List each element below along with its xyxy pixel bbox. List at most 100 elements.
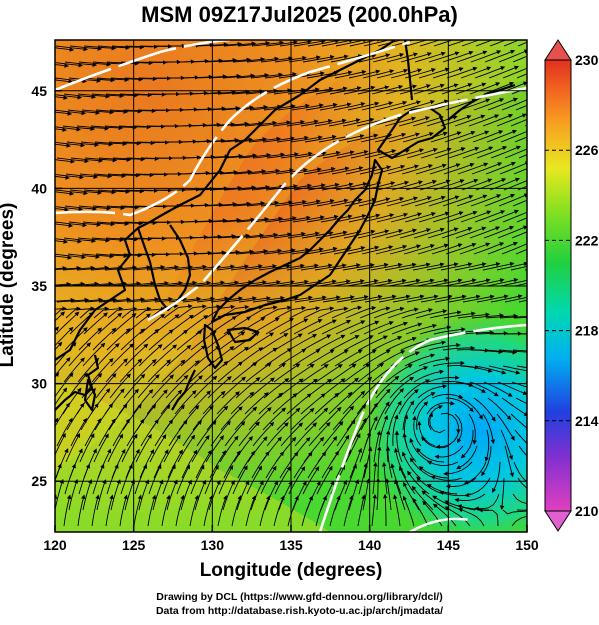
streamline [371,228,404,239]
streamline [69,189,103,195]
streamline [55,281,72,287]
streamline [332,279,365,287]
streamline [418,466,449,479]
contour-nw [55,40,231,92]
streamline [416,401,429,431]
streamline [81,109,115,115]
streamline [221,105,255,111]
streamline [490,294,523,303]
streamline [402,451,421,479]
streamline [247,436,268,463]
streamline [432,503,457,527]
streamline [474,66,506,79]
streamline [434,445,464,460]
streamline [64,61,98,68]
streamline [499,315,527,319]
streamline [454,114,486,127]
streamline [388,132,421,143]
streamline [174,389,197,415]
streamline [403,379,431,399]
streamline [153,314,180,335]
streamline [378,294,411,303]
streamline [385,364,413,383]
streamline [294,295,327,303]
streamline [472,130,504,143]
streamline [138,479,150,511]
streamline [374,132,407,143]
streamline [165,374,189,399]
streamline [402,278,435,287]
streamline [68,221,102,227]
streamline [454,262,487,271]
streamline [357,229,390,239]
streamline [218,331,246,351]
streamline [416,447,445,463]
streamline [464,477,491,497]
streamline [231,361,258,383]
streamline [427,375,460,383]
streamline [251,40,285,47]
streamline [274,55,307,63]
streamline [403,481,420,511]
contour-s [409,517,471,532]
streamline [208,73,242,79]
streamline [378,414,389,447]
streamline [107,306,138,319]
streamline [314,118,347,127]
streamline [192,405,214,431]
streamline [392,414,399,447]
colorbar-over-triangle [544,39,572,61]
streamline [488,65,519,79]
streamline [498,49,527,63]
streamline [347,245,380,255]
streamline [403,100,435,111]
streamline [469,226,501,239]
streamline [194,345,221,367]
streamline [446,210,478,223]
streamline [264,348,292,367]
streamline [55,127,67,132]
streamline [55,47,75,52]
streamline [207,376,232,399]
streamline [302,198,335,207]
coast-kyushu [202,323,224,370]
streamline [235,377,261,399]
streamline [502,509,527,515]
streamline [55,141,86,148]
streamline [484,349,518,355]
streamline [149,434,167,463]
streamline [328,391,353,415]
streamline [518,299,527,303]
contour-mid [147,86,527,322]
streamline [204,202,238,207]
streamline [293,183,326,191]
streamline [252,421,275,447]
streamline [454,413,463,444]
streamline [224,296,257,303]
streamline [231,233,265,239]
streamline [92,205,126,211]
streamline [238,152,272,159]
streamline [236,347,264,367]
streamline [384,116,417,127]
streamline [245,362,272,383]
streamline [516,509,527,511]
streamline [474,365,507,375]
streamline [249,377,275,399]
streamline [56,297,90,303]
streamline [308,421,331,447]
streamline [432,67,464,79]
streamline [398,116,430,127]
streamline [250,72,284,79]
streamline [490,145,521,159]
streamline [457,162,489,175]
streamline [209,316,237,335]
streamline [218,465,234,495]
streamline [272,119,305,127]
streamline [370,388,391,415]
streamline [293,319,323,335]
streamline [445,242,477,255]
streamline [287,231,320,239]
streamline [232,57,266,63]
streamline [335,320,366,335]
